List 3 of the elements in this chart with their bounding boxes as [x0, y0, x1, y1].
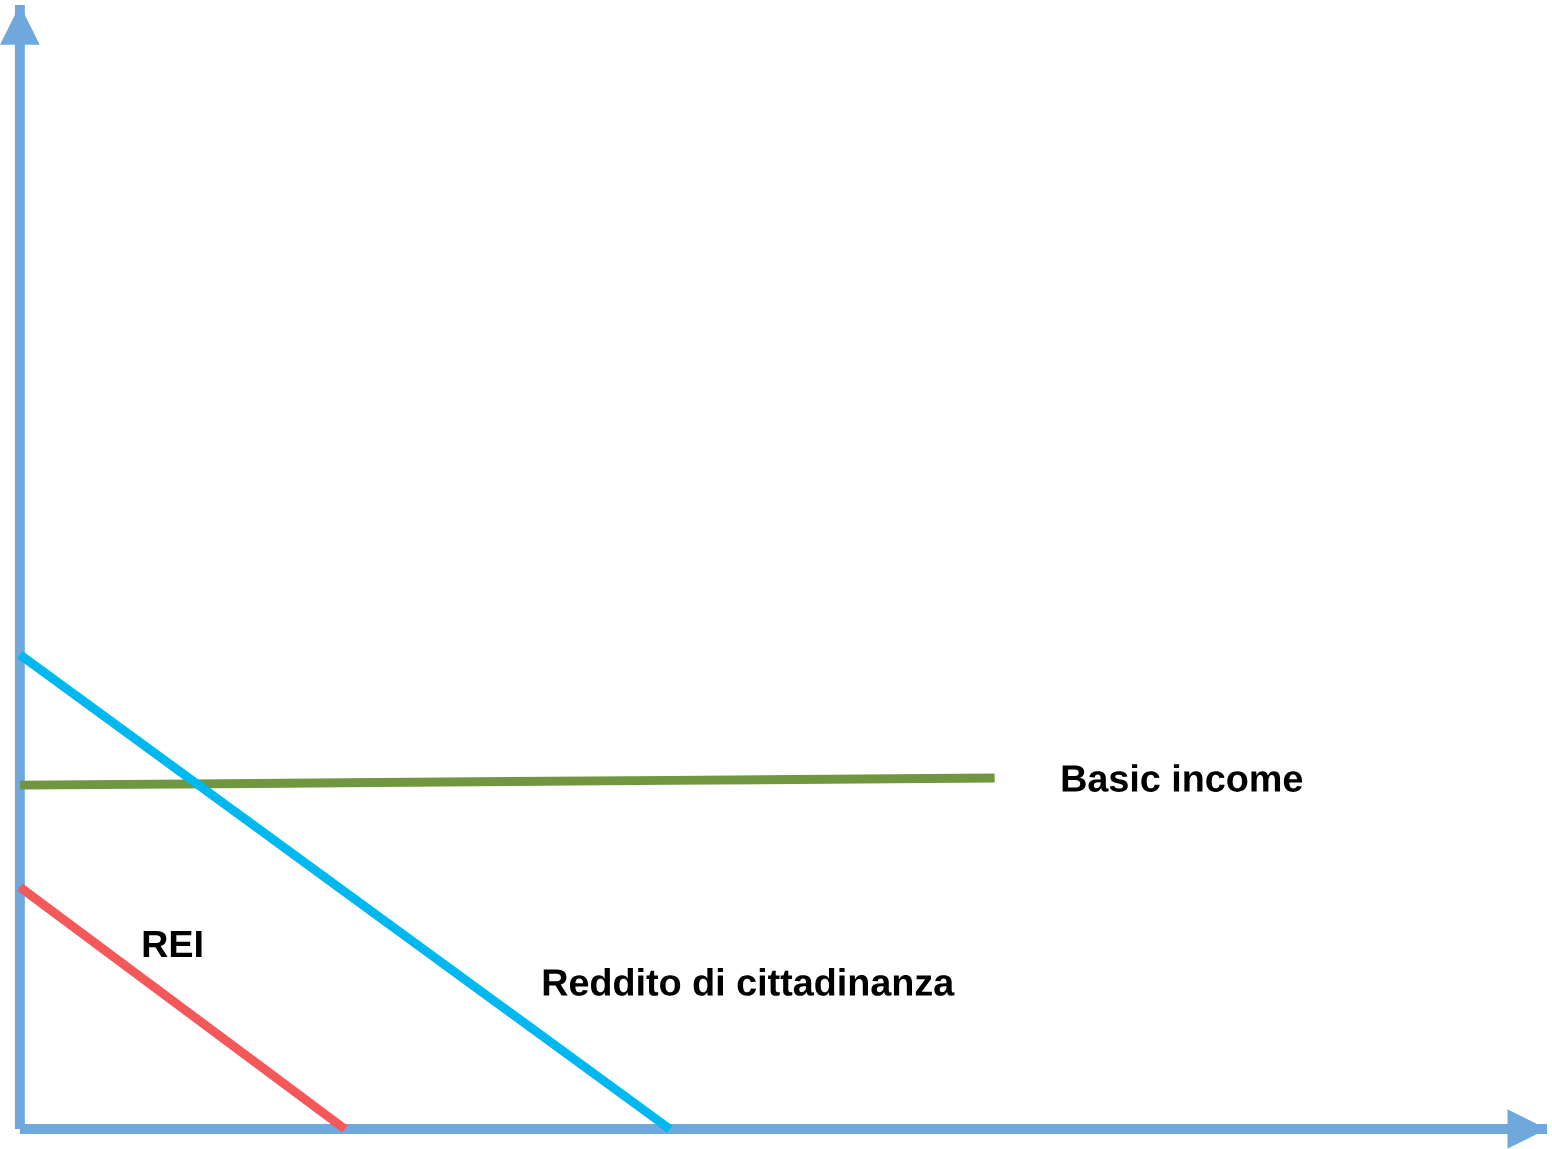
series-label: REI [143, 931, 202, 958]
series-label: Basic income [1062, 764, 1303, 792]
series-label: Reddito di cittadinanza [543, 968, 955, 996]
